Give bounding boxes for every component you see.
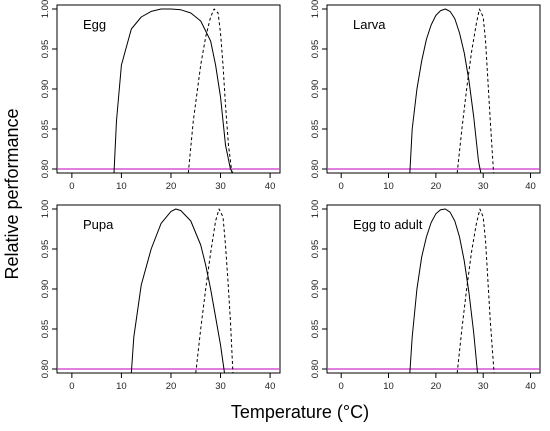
- x-tick-label: 10: [383, 181, 394, 192]
- dashed-series-line: [456, 8, 495, 174]
- y-tick-label: 0.90: [40, 80, 51, 99]
- panel-2: 0.80 0.85 0.90 0.95 1.00 0 10 20 30 40 Larva: [310, 0, 541, 192]
- x-tick-label: 20: [166, 381, 177, 392]
- y-tick-label: 0.85: [40, 320, 51, 339]
- y-axis-title: Relative performance: [2, 108, 22, 279]
- x-tick-label: 30: [215, 181, 226, 192]
- panel-title: Larva: [353, 17, 386, 32]
- panel-4: 0.80 0.85 0.90 0.95 1.00 0 10 20 30 40 Egg to adul…: [310, 200, 541, 392]
- x-tick-label: 40: [525, 181, 536, 192]
- x-tick-label: 30: [478, 181, 489, 192]
- solid-series-line: [409, 8, 482, 174]
- panel-1: 0.80 0.85 0.90 0.95 1.00 0 10 20 30 40 Egg: [40, 0, 281, 192]
- y-tick-label: 0.80: [310, 160, 321, 179]
- y-tick-label: 1.00: [310, 0, 321, 18]
- x-tick-label: 40: [525, 381, 536, 392]
- x-tick-label: 0: [339, 181, 344, 192]
- y-tick-label: 0.95: [310, 40, 321, 59]
- x-tick-label: 20: [431, 381, 442, 392]
- y-tick-label: 1.00: [40, 200, 51, 219]
- y-tick-label: 0.80: [40, 360, 51, 379]
- panel-title: Pupa: [83, 217, 114, 232]
- x-tick-label: 40: [265, 381, 276, 392]
- panels-group: 0.80 0.85 0.90 0.95 1.00 0 10 20 30 40 Egg 0.80 0.85…: [40, 0, 541, 392]
- x-tick-label: 0: [69, 181, 74, 192]
- y-tick-label: 0.90: [310, 80, 321, 99]
- y-tick-label: 0.90: [40, 280, 51, 299]
- panel-title: Egg to adult: [353, 217, 423, 232]
- x-tick-label: 10: [116, 381, 127, 392]
- x-tick-label: 30: [478, 381, 489, 392]
- x-tick-label: 10: [116, 181, 127, 192]
- y-tick-label: 0.80: [40, 160, 51, 179]
- y-tick-label: 0.90: [310, 280, 321, 299]
- solid-series-line: [409, 208, 479, 374]
- x-tick-label: 10: [383, 381, 394, 392]
- y-tick-label: 1.00: [40, 0, 51, 18]
- x-tick-label: 20: [166, 181, 177, 192]
- y-tick-label: 0.85: [310, 120, 321, 139]
- x-tick-label: 30: [215, 381, 226, 392]
- panel-title: Egg: [83, 17, 106, 32]
- y-tick-label: 0.80: [310, 360, 321, 379]
- dashed-series-line: [195, 208, 234, 374]
- x-axis-title: Temperature (°C): [231, 402, 369, 422]
- y-tick-label: 1.00: [310, 200, 321, 219]
- y-tick-label: 0.95: [40, 240, 51, 259]
- y-tick-label: 0.95: [310, 240, 321, 259]
- y-tick-label: 0.85: [40, 120, 51, 139]
- x-tick-label: 0: [69, 381, 74, 392]
- x-tick-label: 0: [339, 381, 344, 392]
- solid-series-line: [130, 208, 225, 374]
- x-tick-label: 20: [431, 181, 442, 192]
- x-tick-label: 40: [265, 181, 276, 192]
- dashed-series-line: [456, 208, 495, 374]
- y-tick-label: 0.85: [310, 320, 321, 339]
- y-tick-label: 0.95: [40, 40, 51, 59]
- solid-series-line: [113, 8, 234, 174]
- panel-3: 0.80 0.85 0.90 0.95 1.00 0 10 20 30 40 Pupa: [40, 200, 281, 392]
- dashed-series-line: [187, 8, 233, 174]
